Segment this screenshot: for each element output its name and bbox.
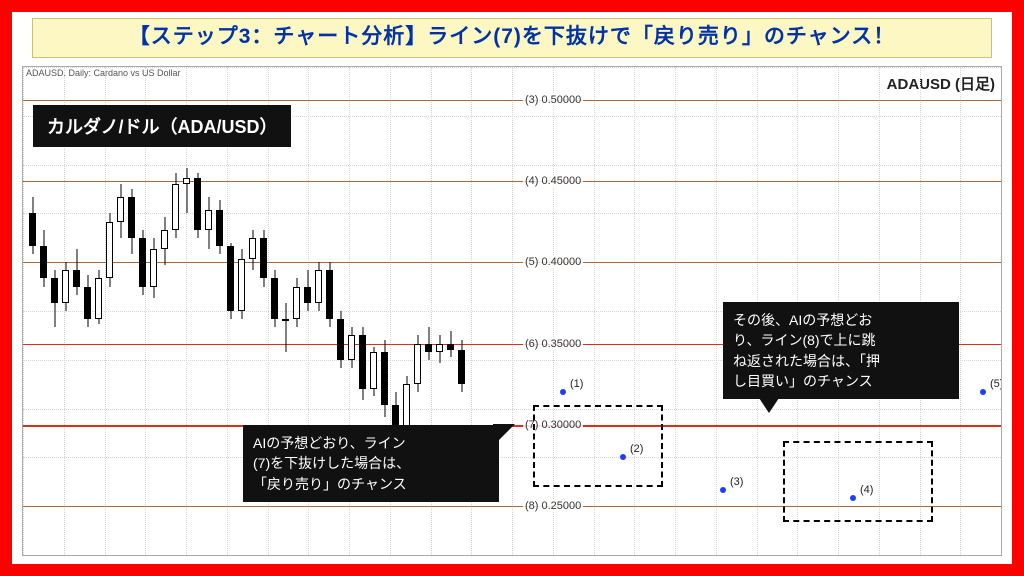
candle xyxy=(117,184,124,238)
candle xyxy=(172,173,179,238)
forecast-dot xyxy=(620,454,626,460)
callout-right: その後、AIの予想どおり、ライン(8)で上に跳ね返された場合は、「押し目買い」の… xyxy=(723,302,959,399)
price-label-5: (5) 0.40000 xyxy=(523,256,583,268)
forecast-dot-label: (5) xyxy=(990,378,1001,390)
candle xyxy=(183,168,190,214)
candle xyxy=(84,275,91,327)
candle xyxy=(194,173,201,238)
candle xyxy=(447,331,454,357)
candle xyxy=(260,230,267,287)
candle xyxy=(161,217,168,266)
chart-area: ADAUSD, Daily: Cardano vs US Dollar ADAU… xyxy=(22,66,1002,556)
candle xyxy=(205,197,212,249)
candle xyxy=(216,200,223,254)
price-line-4 xyxy=(23,181,1001,182)
price-label-3: (3) 0.50000 xyxy=(523,94,583,106)
price-line-3 xyxy=(23,100,1001,101)
page-title: 【ステップ3：チャート分析】ライン(7)を下抜けで「戻り売り」のチャンス！ xyxy=(32,18,992,58)
forecast-dot-label: (3) xyxy=(730,476,743,488)
candle xyxy=(51,270,58,327)
candle xyxy=(359,327,366,400)
candle xyxy=(315,262,322,311)
forecast-dot-label: (1) xyxy=(570,378,583,390)
candle xyxy=(348,327,355,368)
candle xyxy=(29,197,36,254)
candle xyxy=(381,340,388,416)
candle xyxy=(150,238,157,298)
price-label-6: (6) 0.35000 xyxy=(523,338,583,350)
forecast-dot-label: (2) xyxy=(630,443,643,455)
candle xyxy=(282,303,289,352)
candle xyxy=(128,189,135,254)
forecast-dot xyxy=(850,495,856,501)
candle xyxy=(271,270,278,327)
candle xyxy=(40,230,47,287)
forecast-dot-label: (4) xyxy=(860,484,873,496)
price-label-4: (4) 0.45000 xyxy=(523,175,583,187)
candle xyxy=(139,230,146,295)
candle xyxy=(425,327,432,360)
candle xyxy=(304,270,311,311)
candle xyxy=(227,243,234,319)
target-box-1 xyxy=(533,405,663,486)
candle xyxy=(458,340,465,392)
candle xyxy=(62,262,69,311)
candle xyxy=(95,270,102,324)
candle xyxy=(370,347,377,396)
pair-badge: カルダノ/ドル（ADA/USD） xyxy=(33,105,291,147)
candle xyxy=(73,249,80,295)
forecast-dot xyxy=(560,389,566,395)
candle xyxy=(326,262,333,327)
forecast-dot xyxy=(720,487,726,493)
price-line-5 xyxy=(23,262,1001,263)
candle xyxy=(106,213,113,286)
candle xyxy=(414,335,421,392)
target-box-2 xyxy=(783,441,933,522)
callout-left: AIの予想どおり、ライン(7)を下抜けした場合は、「戻り売り」のチャンス xyxy=(243,425,499,502)
candle xyxy=(249,230,256,271)
candle xyxy=(337,311,344,368)
frame: 【ステップ3：チャート分析】ライン(7)を下抜けで「戻り売り」のチャンス！ AD… xyxy=(0,0,1024,576)
candle xyxy=(238,249,245,319)
forecast-dot xyxy=(980,389,986,395)
candle xyxy=(436,335,443,363)
price-label-8: (8) 0.25000 xyxy=(523,500,583,512)
candle xyxy=(293,278,300,327)
